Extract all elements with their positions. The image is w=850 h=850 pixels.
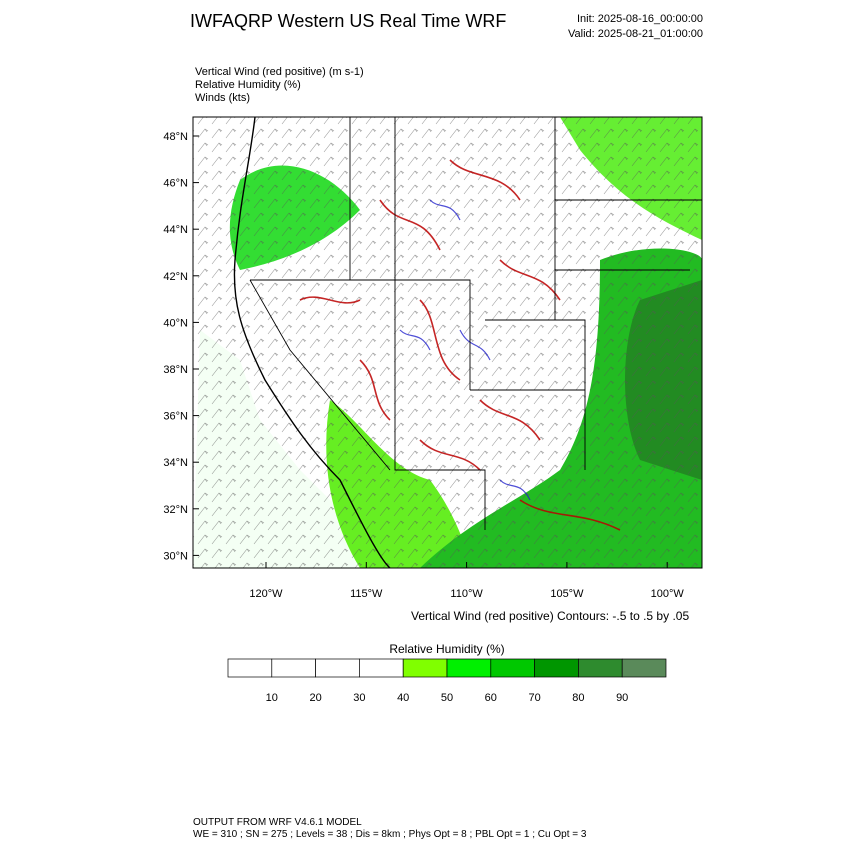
map-frame [192,116,703,569]
colorbar-box [271,658,316,678]
map [193,117,702,568]
lat-label: 36°N [163,411,188,423]
colorbar-label: 60 [485,692,497,704]
field-label: Relative Humidity (%) [195,79,301,91]
colorbar-box [578,658,623,678]
lat-label: 40°N [163,317,188,329]
colorbar-box [534,658,579,678]
lat-label: 42°N [163,271,188,283]
colorbar-label: 30 [353,692,365,704]
title: IWFAQRP Western US Real Time WRF [190,11,506,31]
colorbar-box [446,658,492,678]
colorbar-label: 80 [572,692,584,704]
colorbar-box [621,658,667,678]
lon-label: 110°W [450,588,483,600]
colorbar-label: 50 [441,692,453,704]
lat-label: 32°N [163,504,188,516]
lon-label: 105°W [550,588,584,600]
contour-note: Vertical Wind (red positive) Contours: -… [411,609,689,623]
init-time: Init: 2025-08-16_00:00:00 [577,13,703,25]
colorbar-label: 10 [266,692,278,704]
lon-label: 120°W [249,588,283,600]
lon-label: 115°W [350,588,383,600]
lat-label: 44°N [163,224,188,236]
footer-line: WE = 310 ; SN = 275 ; Levels = 38 ; Dis … [193,829,587,840]
colorbar-box [315,658,360,678]
valid-time: Valid: 2025-08-21_01:00:00 [568,28,703,40]
lat-label: 46°N [163,178,188,190]
colorbar-box [359,658,404,678]
colorbar-title: Relative Humidity (%) [389,642,504,656]
colorbar-label: 70 [528,692,540,704]
lat-label: 48°N [163,131,188,143]
footer-line: OUTPUT FROM WRF V4.6.1 MODEL [193,817,362,828]
field-label: Winds (kts) [195,92,250,104]
colorbar-box [227,658,273,678]
colorbar-label: 90 [616,692,628,704]
colorbar-box [490,658,535,678]
colorbar-label: 40 [397,692,409,704]
lat-label: 38°N [163,364,188,376]
colorbar-label: 20 [309,692,321,704]
lon-label: 100°W [651,588,685,600]
lat-label: 30°N [163,550,188,562]
colorbar-box [402,658,448,678]
lat-label: 34°N [163,457,188,469]
field-label: Vertical Wind (red positive) (m s-1) [195,66,364,78]
